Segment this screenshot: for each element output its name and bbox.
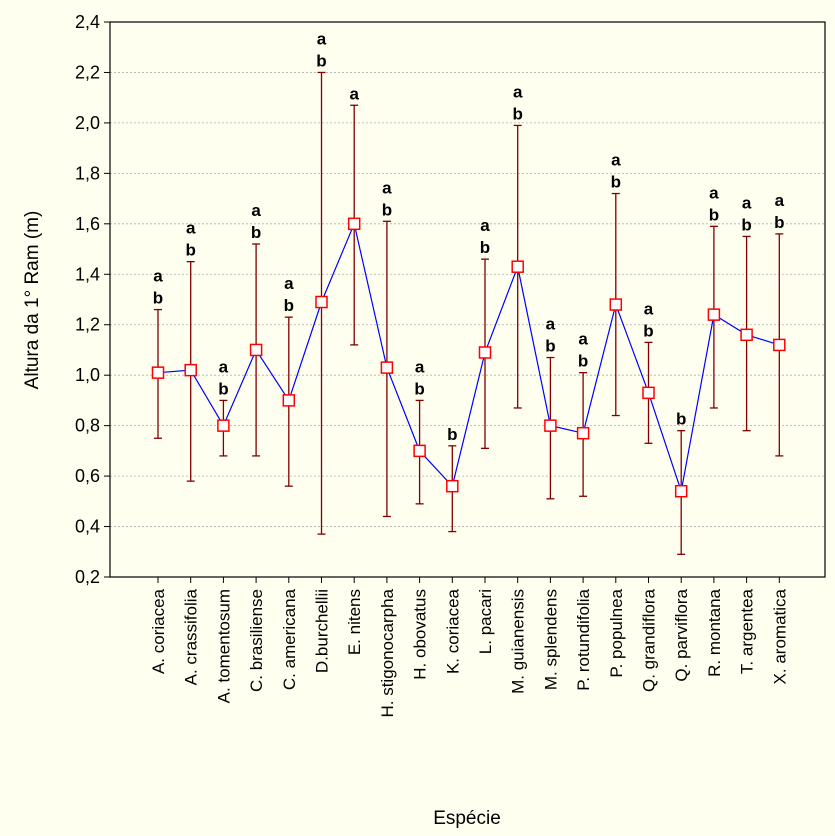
x-tick-label: M. guianensis <box>509 589 528 694</box>
significance-letter: a <box>251 201 261 220</box>
significance-letter: b <box>251 223 261 242</box>
x-tick-label: H. obovatus <box>411 589 430 680</box>
mean-marker <box>478 346 492 359</box>
significance-letter: b <box>709 205 719 224</box>
y-tick-label: 0,4 <box>75 517 100 537</box>
x-tick-label: X. aromatica <box>770 588 789 684</box>
significance-letter: a <box>644 299 654 318</box>
x-tick-label: D.burchellii <box>313 589 332 673</box>
plot-frame <box>109 21 826 578</box>
significance-letter: b <box>414 379 424 398</box>
y-tick-label: 1,0 <box>75 365 100 385</box>
significance-letter: b <box>545 337 555 356</box>
significance-letter: a <box>382 178 392 197</box>
y-tick-label: 0,8 <box>75 416 100 436</box>
significance-letter: a <box>742 193 752 212</box>
significance-letter: b <box>186 241 196 260</box>
significance-letter: b <box>774 213 784 232</box>
significance-letter: b <box>382 200 392 219</box>
x-tick-label: R. montana <box>705 588 724 676</box>
mean-marker <box>544 419 557 432</box>
x-tick-label: T. argentea <box>738 588 757 674</box>
significance-letter: b <box>643 321 653 340</box>
x-tick-label: C. brasiliense <box>247 589 266 692</box>
y-axis: 0,2 0,4 0,6 0,8 1,0 1,2 1,4 1,6 1,8 2,0 2,2 2,4 <box>75 12 110 587</box>
significance-letter: a <box>349 84 359 103</box>
x-tick-label: A. coriacea <box>149 588 168 674</box>
x-tick-label: L. pacari <box>476 589 495 654</box>
y-tick-label: 0,6 <box>75 466 100 486</box>
y-tick-label: 1,6 <box>75 214 100 234</box>
y-tick-label: 1,8 <box>75 163 100 183</box>
mean-marker <box>217 419 230 432</box>
significance-letter: b <box>676 410 686 429</box>
y-tick-label: 1,4 <box>75 264 100 284</box>
significance-letter: a <box>415 357 425 376</box>
mean-marker <box>576 426 590 440</box>
mean-marker <box>773 338 786 352</box>
mean-marker <box>511 260 524 273</box>
x-tick-label: H. stigonocarpha <box>378 588 397 717</box>
mean-marker <box>315 295 328 309</box>
mean-marker <box>151 366 165 379</box>
y-tick-label: 0,2 <box>75 567 100 587</box>
y-axis-title: Altura da 1° Ram (m) <box>22 211 43 390</box>
significance-letter: a <box>578 330 588 349</box>
significance-letter: a <box>513 82 523 101</box>
significance-letter: b <box>611 173 621 192</box>
significance-letter: b <box>578 352 588 371</box>
significance-letter: b <box>741 215 751 234</box>
significance-letter: b <box>447 425 457 444</box>
significance-letter: a <box>611 151 621 170</box>
x-tick-label: A. tomentosum <box>214 589 233 703</box>
mean-marker <box>740 328 753 342</box>
mean-marker <box>674 484 688 498</box>
significance-letter: a <box>284 274 294 293</box>
mean-marker <box>413 444 426 458</box>
significance-letter: b <box>480 238 490 257</box>
x-tick-label: E. nitens <box>345 589 364 655</box>
significance-letter: a <box>153 267 163 286</box>
significance-letter: a <box>186 219 196 238</box>
mean-marker <box>642 386 655 400</box>
mean-marker <box>446 479 459 493</box>
mean-marker <box>380 361 394 374</box>
mean-marker <box>707 308 721 321</box>
x-tick-label: P. rotundifolia <box>574 588 593 690</box>
significance-letter: b <box>316 51 326 70</box>
significance-letter: b <box>218 379 228 398</box>
mean-marker <box>249 343 263 357</box>
y-tick-label: 1,2 <box>75 315 100 335</box>
significance-letter: b <box>153 289 163 308</box>
significance-letter: a <box>480 216 490 235</box>
x-tick-label: A. crassifolia <box>182 588 201 685</box>
y-tick-label: 2,2 <box>75 62 100 82</box>
significance-letter: a <box>219 357 229 376</box>
x-tick-label: C. americana <box>280 588 299 690</box>
mean-marker <box>609 298 623 311</box>
y-tick-label: 2,4 <box>75 12 100 32</box>
significance-letter: a <box>775 191 785 210</box>
x-tick-label: K. coriacea <box>443 588 462 674</box>
x-tick-label: Q. grandiflora <box>640 588 659 692</box>
mean-markers <box>151 217 786 498</box>
significance-letter: b <box>284 296 294 315</box>
mean-marker <box>347 217 361 231</box>
x-axis-title: Espécie <box>433 808 501 829</box>
mean-marker <box>184 363 197 377</box>
x-tick-label: Q. parviflora <box>672 588 691 681</box>
x-axis: A. coriacea A. crassifolia A. tomentosum C.… <box>149 577 789 718</box>
significance-letter: b <box>513 104 523 123</box>
significance-letter: a <box>546 315 556 334</box>
significance-letter: a <box>709 183 719 202</box>
significance-letter: a <box>317 29 327 48</box>
mean-line <box>157 221 780 492</box>
mean-marker <box>282 394 296 407</box>
x-tick-label: M. splendens <box>541 589 560 690</box>
x-tick-label: P. populnea <box>607 588 626 677</box>
y-tick-label: 2,0 <box>75 113 100 133</box>
